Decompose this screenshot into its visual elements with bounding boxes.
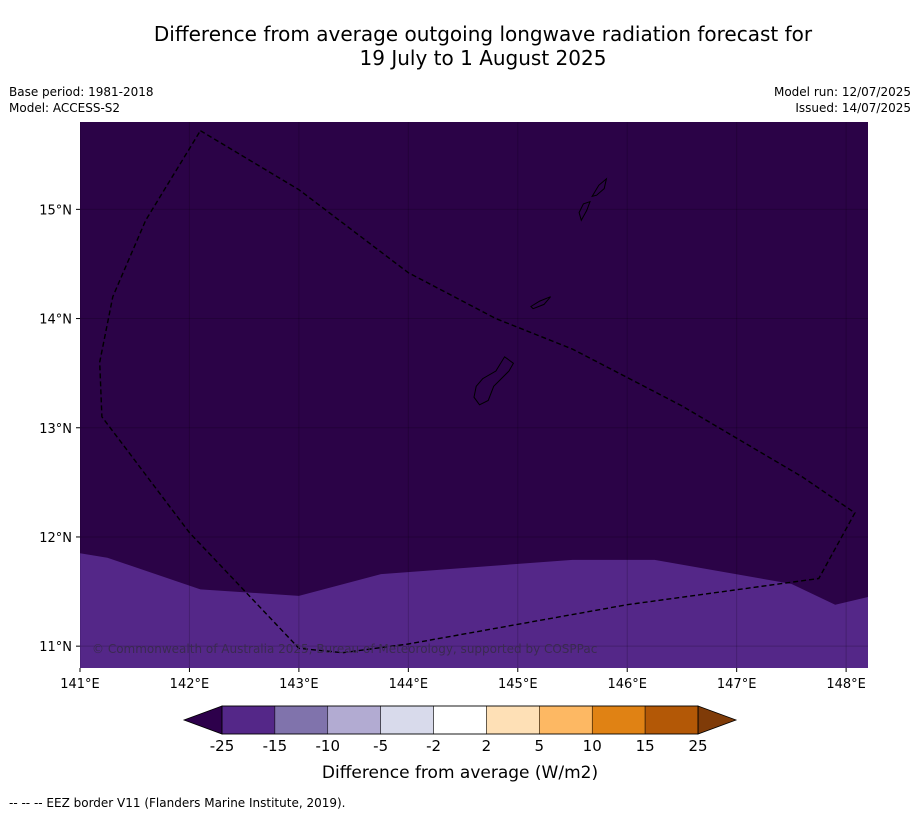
- base-period: Base period: 1981-2018: [9, 85, 154, 99]
- tick-label-lat: 12°N: [39, 531, 72, 546]
- colorbar-under-arrow: [182, 705, 223, 735]
- tick-label-lon: 145°E: [498, 677, 538, 692]
- colorbar-swatch: [433, 705, 487, 735]
- colorbar-tick-label: 25: [688, 737, 707, 755]
- map-panel: © Commonwealth of Australia 2025, Bureau…: [80, 122, 868, 668]
- colorbar-tick-label: 10: [583, 737, 602, 755]
- colorbar-swatch: [327, 705, 381, 735]
- island-guam: [473, 356, 515, 406]
- colorbar-swatch: [644, 705, 699, 735]
- tick-label-lon: 141°E: [60, 677, 100, 692]
- colorbar-tick-label: 2: [482, 737, 492, 755]
- eez-border: [98, 130, 856, 654]
- colorbar-title: Difference from average (W/m2): [322, 763, 598, 783]
- eez-legend-note: -- -- -- EEZ border V11 (Flanders Marine…: [9, 796, 346, 810]
- copyright-notice: © Commonwealth of Australia 2025, Bureau…: [92, 642, 597, 656]
- colorbar-swatch: [380, 705, 434, 735]
- colorbar-tick-label: -2: [426, 737, 441, 755]
- colorbar-swatch: [486, 705, 540, 735]
- tick-label-lon: 142°E: [170, 677, 210, 692]
- colorbar-tick-label: 5: [535, 737, 545, 755]
- colorbar-swatch: [591, 705, 646, 735]
- tick-label-lat: 14°N: [39, 313, 72, 328]
- colorbar-tick-label: 15: [636, 737, 655, 755]
- tick-label-lon: 144°E: [389, 677, 429, 692]
- tick-label-lon: 143°E: [279, 677, 319, 692]
- colorbar-swatch: [539, 705, 593, 735]
- colorbar-tick-label: -15: [263, 737, 288, 755]
- colorbar-tick-label: -25: [210, 737, 235, 755]
- issued-date: Issued: 14/07/2025: [795, 101, 911, 115]
- tick-label-lon: 146°E: [607, 677, 647, 692]
- map-contents: © Commonwealth of Australia 2025, Bureau…: [80, 122, 868, 668]
- meta-left: Base period: 1981-2018 Model: ACCESS-S2: [9, 84, 154, 116]
- model-name: Model: ACCESS-S2: [9, 101, 121, 115]
- title-line-1: Difference from average outgoing longwav…: [153, 22, 813, 46]
- island-tinian: [578, 200, 591, 222]
- tick-label-lat: 11°N: [39, 640, 72, 655]
- colorbar-tick-label: -10: [316, 737, 341, 755]
- colorbar-swatch: [274, 705, 329, 735]
- colorbar-tick-label: -5: [373, 737, 388, 755]
- chart-title: Difference from average outgoing longwav…: [0, 22, 919, 70]
- tick-label-lon: 147°E: [717, 677, 757, 692]
- island-saipan: [591, 177, 608, 198]
- colorbar-over-arrow: [697, 705, 738, 735]
- title-line-2: 19 July to 1 August 2025: [359, 46, 607, 70]
- tick-label-lat: 15°N: [39, 203, 72, 218]
- colorbar-frame: [221, 705, 699, 735]
- south-anomaly-region: [80, 553, 868, 668]
- tick-label-lon: 148°E: [826, 677, 866, 692]
- model-run: Model run: 12/07/2025: [773, 85, 911, 99]
- axis-ticks: 141°E 142°E 143°E 144°E 145°E 146°E 147°E 148°E…: [39, 203, 866, 692]
- island-rota: [530, 296, 551, 310]
- meta-right: Model run: 12/07/2025 Issued: 14/07/2025: [774, 84, 911, 116]
- colorbar-swatch: [221, 705, 276, 735]
- tick-label-lat: 13°N: [39, 422, 72, 437]
